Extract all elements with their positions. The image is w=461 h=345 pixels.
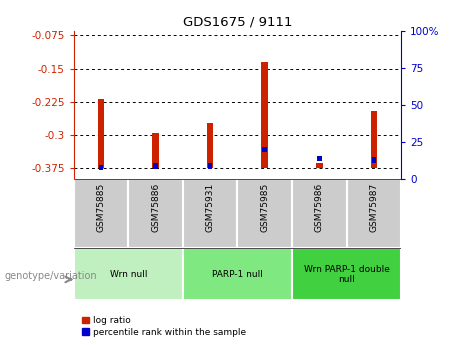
Bar: [128, 179, 183, 248]
Bar: [208, 164, 213, 169]
Bar: [98, 99, 104, 168]
Bar: [262, 147, 267, 152]
Text: GSM75886: GSM75886: [151, 183, 160, 232]
Bar: [152, 133, 159, 168]
Bar: [316, 162, 323, 168]
Bar: [154, 164, 158, 169]
Bar: [261, 62, 268, 168]
Text: Wrn PARP-1 double
null: Wrn PARP-1 double null: [304, 265, 390, 284]
Bar: [74, 248, 183, 300]
Text: GSM75885: GSM75885: [96, 183, 106, 232]
Text: PARP-1 null: PARP-1 null: [212, 270, 263, 279]
Bar: [207, 123, 213, 168]
Bar: [74, 179, 128, 248]
Bar: [183, 248, 292, 300]
Bar: [347, 179, 401, 248]
Bar: [372, 157, 376, 163]
Bar: [292, 179, 347, 248]
Text: GSM75986: GSM75986: [315, 183, 324, 232]
Text: genotype/variation: genotype/variation: [5, 271, 97, 281]
Text: GSM75931: GSM75931: [206, 183, 215, 232]
Bar: [371, 111, 377, 168]
Bar: [99, 165, 103, 170]
Bar: [183, 179, 237, 248]
Bar: [237, 179, 292, 248]
Text: GSM75987: GSM75987: [369, 183, 378, 232]
Text: Wrn null: Wrn null: [110, 270, 147, 279]
Text: GSM75985: GSM75985: [260, 183, 269, 232]
Title: GDS1675 / 9111: GDS1675 / 9111: [183, 16, 292, 29]
Bar: [292, 248, 401, 300]
Bar: [317, 156, 321, 161]
Legend: log ratio, percentile rank within the sample: log ratio, percentile rank within the sa…: [78, 313, 249, 341]
